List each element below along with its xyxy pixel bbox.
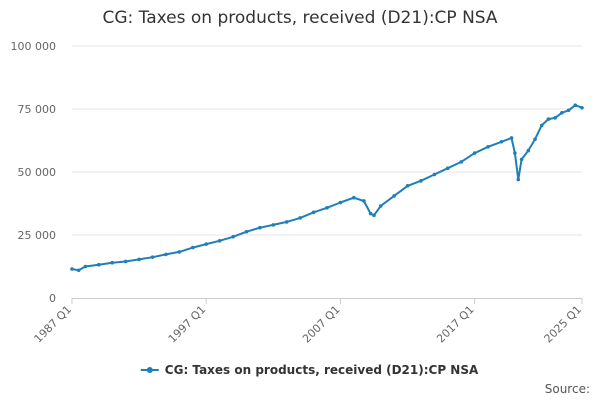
data-point bbox=[560, 110, 564, 115]
data-point bbox=[284, 220, 289, 224]
data-point bbox=[123, 259, 128, 264]
data-point bbox=[177, 250, 182, 254]
data-point bbox=[217, 238, 222, 243]
data-point bbox=[499, 139, 504, 144]
data-point bbox=[137, 257, 141, 262]
data-point bbox=[459, 160, 464, 164]
data-point bbox=[190, 245, 195, 250]
gridlines bbox=[72, 45, 582, 236]
data-point bbox=[580, 105, 584, 110]
y-tick-label: 0 bbox=[49, 292, 56, 305]
data-point bbox=[486, 145, 490, 149]
legend-marker bbox=[146, 367, 153, 373]
data-point bbox=[244, 229, 249, 234]
x-tick-label: 1987 Q1 bbox=[32, 303, 75, 346]
data-point bbox=[392, 194, 396, 198]
legend[interactable]: CG: Taxes on products, received (D21):CP… bbox=[140, 363, 479, 377]
data-point bbox=[164, 252, 168, 257]
data-point bbox=[362, 199, 366, 203]
data-point bbox=[83, 264, 88, 269]
data-point bbox=[546, 117, 551, 121]
data-point bbox=[539, 123, 544, 128]
data-point bbox=[519, 157, 524, 162]
data-point bbox=[368, 211, 373, 216]
axes: 0 25 000 50 000 75 000 100 000 1987 Q1 1997 Q1… bbox=[11, 40, 585, 345]
data-point bbox=[566, 108, 571, 113]
source-label[interactable]: Source: bbox=[544, 382, 590, 396]
data-point bbox=[432, 172, 437, 177]
data-point bbox=[258, 225, 262, 230]
data-point bbox=[553, 116, 557, 120]
data-point bbox=[298, 216, 302, 220]
y-tick-label: 75 000 bbox=[18, 103, 57, 116]
chart-title: CG: Taxes on products, received (D21):CP… bbox=[102, 8, 498, 28]
data-point bbox=[150, 255, 155, 259]
series-layer bbox=[70, 103, 584, 273]
data-point bbox=[419, 179, 423, 183]
data-point bbox=[472, 151, 477, 155]
x-tick-label: 2017 Q1 bbox=[434, 303, 477, 346]
data-point bbox=[533, 137, 537, 142]
data-point bbox=[405, 184, 410, 188]
data-point bbox=[110, 260, 115, 265]
data-point bbox=[372, 213, 376, 218]
data-point bbox=[204, 242, 209, 246]
y-tick-label: 100 000 bbox=[11, 40, 57, 53]
data-point bbox=[271, 223, 276, 227]
data-point bbox=[516, 177, 521, 182]
y-tick-label: 50 000 bbox=[18, 166, 57, 179]
data-point bbox=[513, 151, 517, 155]
data-point bbox=[97, 262, 101, 267]
data-point bbox=[445, 166, 450, 171]
data-point bbox=[338, 200, 343, 205]
data-point bbox=[231, 234, 235, 239]
legend-label: CG: Taxes on products, received (D21):CP… bbox=[165, 363, 479, 377]
data-point bbox=[325, 205, 329, 210]
data-point bbox=[573, 103, 578, 108]
data-point bbox=[76, 268, 81, 273]
data-point bbox=[70, 267, 74, 271]
x-tick-label: 1997 Q1 bbox=[166, 303, 209, 346]
x-tick-label: 2007 Q1 bbox=[300, 303, 343, 346]
data-point bbox=[352, 195, 356, 200]
data-point bbox=[526, 148, 531, 153]
data-point bbox=[509, 136, 514, 140]
y-tick-label: 25 000 bbox=[18, 229, 57, 242]
x-tick-label: 2025 Q1 bbox=[542, 303, 585, 346]
data-point bbox=[311, 210, 316, 215]
series-line bbox=[71, 104, 583, 272]
data-point bbox=[378, 204, 383, 208]
